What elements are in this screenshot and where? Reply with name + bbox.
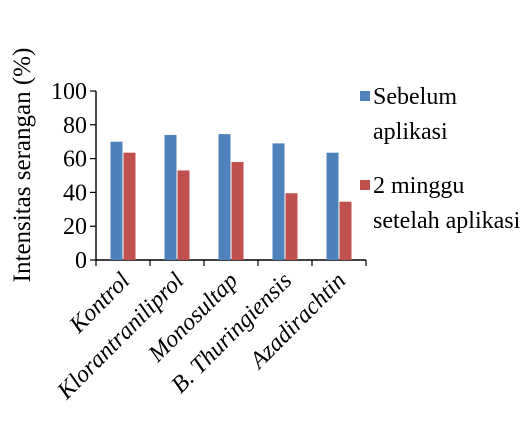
bar bbox=[164, 134, 177, 260]
bar bbox=[110, 141, 123, 260]
y-axis-label: Intensitas serangan (%) bbox=[9, 48, 36, 283]
bar bbox=[339, 201, 352, 260]
legend-label: Sebelum bbox=[373, 84, 457, 110]
bar bbox=[177, 170, 190, 260]
y-tick-label: 40 bbox=[63, 180, 87, 206]
bar bbox=[326, 152, 339, 260]
y-tick-label: 20 bbox=[63, 214, 87, 240]
y-tick-label: 100 bbox=[51, 79, 87, 105]
y-tick-label: 60 bbox=[63, 147, 87, 173]
legend-swatch bbox=[360, 180, 370, 190]
legend-label: aplikasi bbox=[373, 119, 448, 145]
legend-swatch bbox=[360, 91, 370, 101]
y-tick-label: 0 bbox=[75, 248, 87, 274]
y-tick-label: 80 bbox=[63, 113, 87, 139]
legend: Sebelum aplikasi 2 minggu setelah aplikasi bbox=[360, 84, 521, 234]
legend-label: 2 minggu bbox=[373, 173, 464, 199]
bar bbox=[123, 152, 136, 260]
bar bbox=[272, 143, 285, 260]
legend-label: setelah aplikasi bbox=[373, 208, 521, 234]
bar bbox=[231, 161, 244, 260]
bar bbox=[218, 134, 231, 260]
bar bbox=[285, 193, 298, 260]
plot-area: 020406080100KontrolKlorantraniliprolMono… bbox=[51, 79, 367, 405]
